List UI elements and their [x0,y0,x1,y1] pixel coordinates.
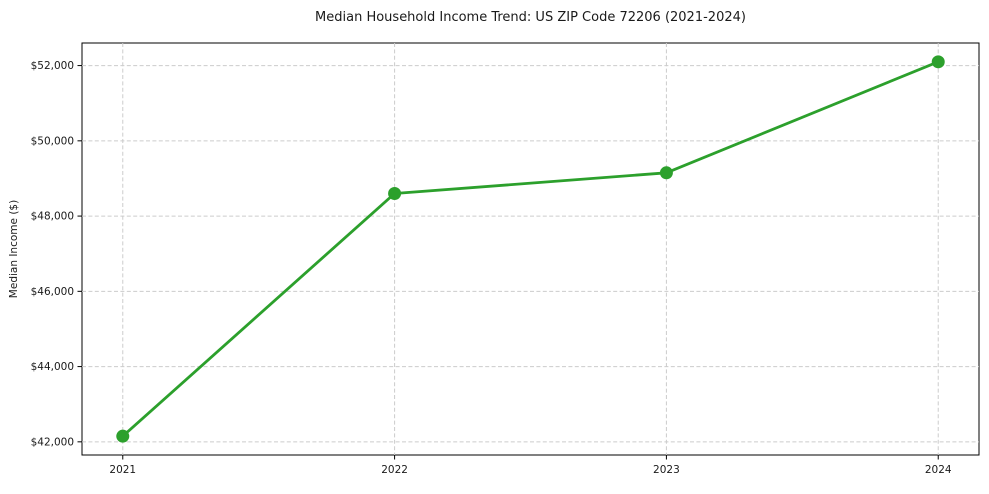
y-tick-label: $52,000 [31,60,74,72]
x-tick-label: 2021 [109,464,136,476]
grid-layer [82,43,979,455]
y-tick-label: $48,000 [31,211,74,223]
data-point-marker [931,55,945,69]
data-point-marker [659,166,673,180]
x-tick-label: 2024 [925,464,952,476]
y-axis-label: Median Income ($) [8,200,20,298]
y-tick-label: $50,000 [31,135,74,147]
data-point-marker [388,187,402,201]
x-tick-label: 2023 [653,464,680,476]
x-tick-label: 2022 [381,464,408,476]
series-layer [116,55,945,443]
trend-line [121,60,940,438]
y-tick-label: $44,000 [31,361,74,373]
tick-layer: $42,000 $44,000 $46,000 $48,000 $50,000 $52,0… [31,60,952,476]
y-tick-label: $46,000 [31,286,74,298]
data-point-marker [116,429,130,443]
plot-area [81,42,980,456]
chart-title: Median Household Income Trend: US ZIP Co… [315,10,746,25]
y-tick-label: $42,000 [31,436,74,448]
